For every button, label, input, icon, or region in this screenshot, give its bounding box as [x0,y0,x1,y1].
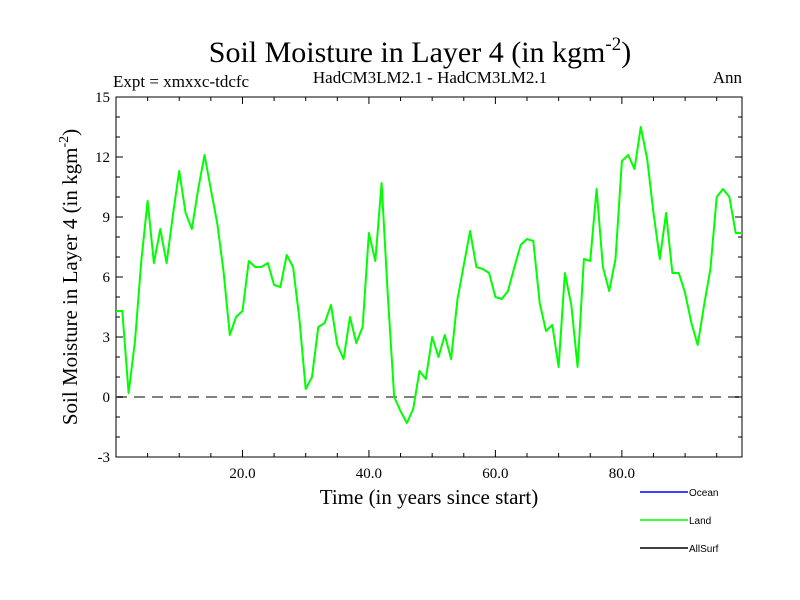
y-axis-label: Soil Moisture in Layer 4 (in kgm-2) [57,129,82,425]
chart-title: Soil Moisture in Layer 4 (in kgm-2) [209,34,631,69]
legend: Ocean Land AllSurf [640,488,719,555]
chart-title-end: ) [621,36,631,69]
y-axis-label-main: Soil Moisture in Layer 4 (in kgm [58,148,82,426]
x-tick-label: 40.0 [356,466,382,482]
series-line-land [116,126,742,424]
y-tick-label: 12 [95,150,110,166]
axis-ticks: -3 0 3 6 9 12 15 20.0 40.0 60.0 80.0 [95,90,742,482]
y-axis-label-end: ) [58,129,82,136]
x-tick-label: 20.0 [229,466,255,482]
experiment-label: Expt = xmxxc-tdcfc [113,72,250,91]
x-tick-label: 80.0 [609,466,635,482]
y-tick-label: 15 [95,90,110,106]
chart-title-main: Soil Moisture in Layer 4 (in kgm [209,36,606,69]
y-tick-label: -3 [98,450,111,466]
y-axis-label-sup: -2 [57,136,72,148]
y-tick-label: 0 [103,390,111,406]
model-label: HadCM3LM2.1 - HadCM3LM2.1 [313,68,547,87]
season-label: Ann [713,68,743,87]
chart-title-sup: -2 [605,34,621,55]
x-tick-label: 60.0 [482,466,508,482]
y-tick-label: 6 [103,270,111,286]
plot-frame [115,96,743,458]
legend-label-ocean: Ocean [689,488,718,499]
y-tick-label: 9 [103,210,111,226]
y-tick-label: 3 [103,330,111,346]
legend-label-allsurf: AllSurf [689,544,719,555]
legend-label-land: Land [689,516,711,527]
x-axis-label: Time (in years since start) [320,485,539,509]
series-layer [116,126,742,424]
